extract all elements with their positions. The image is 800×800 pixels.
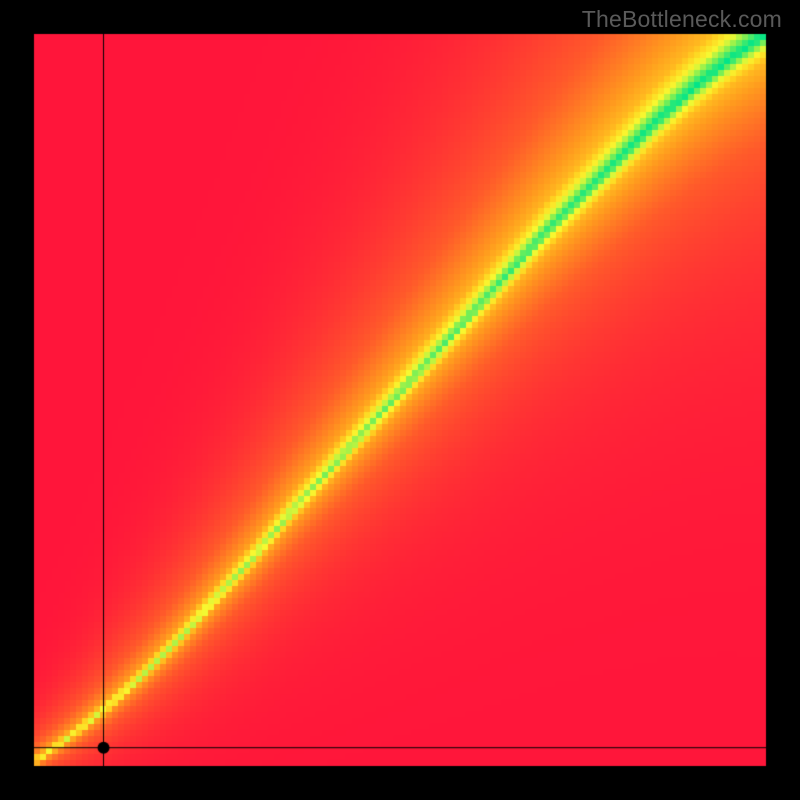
chart-container: TheBottleneck.com [0,0,800,800]
heatmap-canvas [0,0,800,800]
watermark-text: TheBottleneck.com [582,6,782,33]
